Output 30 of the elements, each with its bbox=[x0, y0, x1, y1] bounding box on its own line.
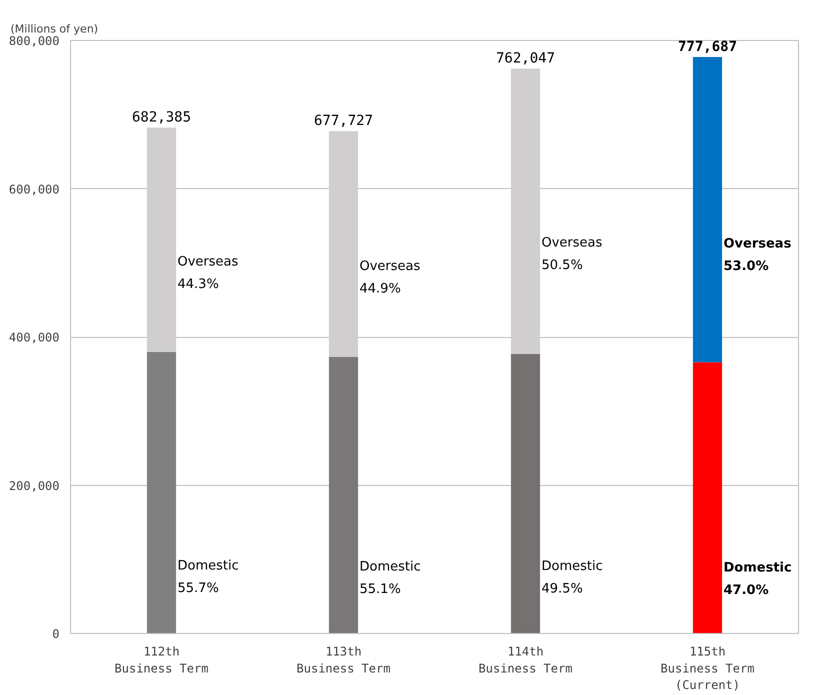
bar bbox=[328, 131, 358, 358]
annotation: Domestic 55.7% bbox=[178, 558, 239, 596]
bar bbox=[146, 352, 176, 634]
annotation: Domestic 49.5% bbox=[542, 558, 603, 596]
annotation: Overseas 53.0% bbox=[724, 236, 792, 274]
annotation: Overseas 50.5% bbox=[542, 235, 603, 273]
bar bbox=[510, 354, 540, 634]
x-tick-label: 115th Business Term (Current) bbox=[660, 644, 754, 692]
y-axis-title: (Millions of yen) bbox=[10, 22, 98, 36]
y-tick-label: 800,000 bbox=[8, 34, 60, 48]
x-tick-label: 113th Business Term bbox=[296, 644, 390, 676]
annotation: Domestic 55.1% bbox=[360, 559, 421, 597]
annotation: Overseas 44.3% bbox=[178, 254, 239, 292]
y-tick-label: 400,000 bbox=[8, 330, 60, 344]
bar bbox=[328, 357, 358, 634]
total-label: 777,687 bbox=[678, 39, 738, 56]
bar bbox=[510, 68, 540, 354]
total-label: 682,385 bbox=[132, 110, 192, 126]
x-tick-label: 112th Business Term bbox=[114, 644, 208, 676]
y-tick-label: 600,000 bbox=[8, 182, 60, 196]
bar bbox=[692, 362, 722, 634]
annotation: Domestic 47.0% bbox=[724, 560, 792, 598]
bar bbox=[146, 128, 176, 352]
y-tick-label: 200,000 bbox=[8, 478, 60, 493]
annotation: Overseas 44.9% bbox=[360, 259, 421, 297]
bar bbox=[692, 57, 722, 362]
total-label: 677,727 bbox=[314, 113, 374, 130]
x-tick-label: 114th Business Term bbox=[478, 644, 572, 676]
y-tick-label: 0 bbox=[52, 627, 60, 641]
total-label: 762,047 bbox=[496, 50, 556, 67]
